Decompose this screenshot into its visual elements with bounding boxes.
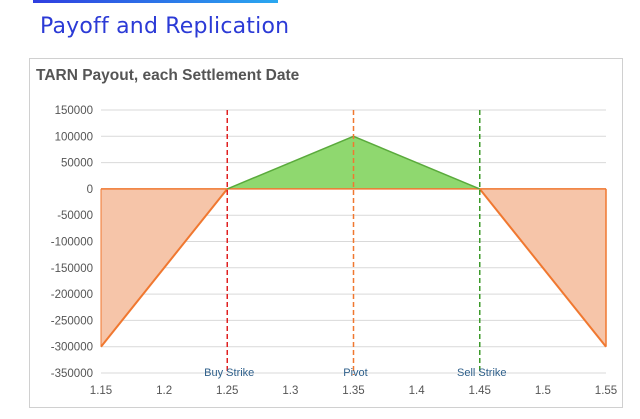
x-tick-label: 1.25 (216, 385, 238, 397)
y-tick-label: 100000 (55, 131, 93, 143)
x-tick-label: 1.45 (469, 385, 491, 397)
y-tick-label: -200000 (51, 289, 93, 301)
payout-line-right (478, 188, 607, 348)
y-tick-label: 150000 (55, 105, 93, 117)
y-tick-label: -350000 (51, 368, 93, 380)
slide-title: Payoff and Replication (40, 14, 290, 39)
x-tick-label: 1.5 (535, 385, 551, 397)
chart-frame: TARN Payout, each Settlement Date Buy St… (29, 58, 623, 408)
chart-title: TARN Payout, each Settlement Date (36, 67, 300, 84)
sell-strike-label: Sell Strike (457, 367, 507, 379)
top-accent-bar (33, 0, 278, 3)
payout-line-left (100, 188, 229, 348)
x-tick-label: 1.4 (409, 385, 426, 397)
x-tick-label: 1.15 (90, 385, 112, 397)
y-tick-label: -250000 (51, 315, 93, 327)
y-tick-label: 50000 (61, 158, 93, 170)
y-tick-label: -50000 (57, 210, 93, 222)
payout-chart: Buy Strike Pivot Sell Strike 150000 100000 50… (51, 105, 617, 397)
x-tick-label: 1.55 (595, 385, 617, 397)
pivot-label: Pivot (343, 367, 367, 379)
x-tick-label: 1.3 (282, 385, 298, 397)
y-tick-label: -300000 (51, 342, 93, 354)
x-tick-label: 1.35 (342, 385, 364, 397)
buy-strike-label: Buy Strike (204, 367, 254, 379)
y-tick-label: 0 (87, 184, 93, 196)
y-tick-label: -150000 (51, 263, 93, 275)
y-tick-label: -100000 (51, 237, 93, 249)
x-tick-label: 1.2 (156, 385, 172, 397)
